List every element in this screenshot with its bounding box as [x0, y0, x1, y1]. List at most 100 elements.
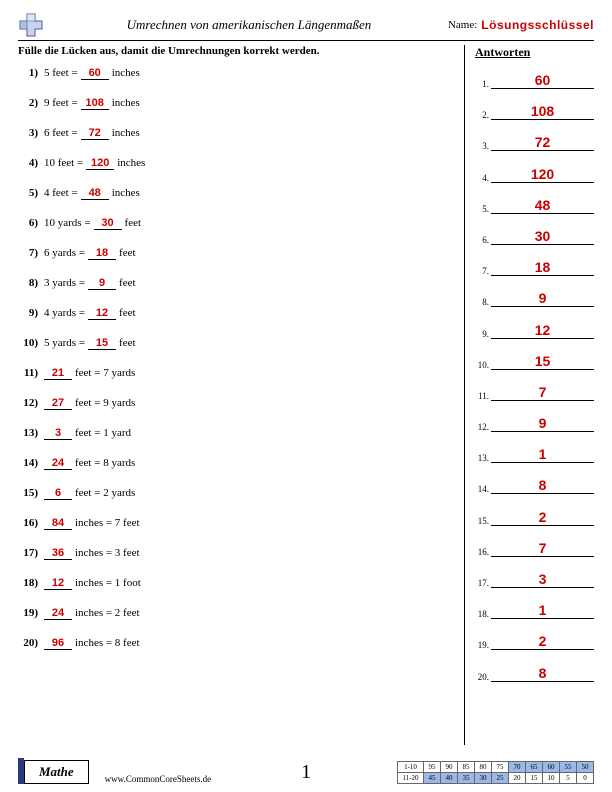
answer-value: 18	[491, 259, 594, 276]
answer-blank: 12	[44, 577, 72, 590]
answers-column: Antworten 1.602.1083.724.1205.486.307.18…	[464, 45, 594, 745]
problem-post-text: inches = 3 feet	[75, 547, 140, 559]
problem-row: 8)3 yards =9feet	[18, 277, 458, 290]
problem-pre-text: 5 yards =	[44, 337, 85, 349]
problem-row: 5)4 feet =48inches	[18, 187, 458, 200]
problem-post-text: inches	[117, 157, 145, 169]
problem-post-text: feet	[119, 337, 135, 349]
answers-list: 1.602.1083.724.1205.486.307.188.99.1210.…	[475, 72, 594, 682]
content-area: Fülle die Lücken aus, damit die Umrechnu…	[18, 45, 594, 745]
problem-body: 3feet = 1 yard	[44, 427, 131, 440]
problem-pre-text: 5 feet =	[44, 67, 78, 79]
problem-pre-text: 9 feet =	[44, 97, 78, 109]
answer-number: 15.	[475, 516, 491, 526]
answer-value: 30	[491, 228, 594, 245]
answer-row: 17.3	[475, 571, 594, 588]
answer-value: 12	[491, 322, 594, 339]
problem-post-text: feet = 2 yards	[75, 487, 135, 499]
instruction-text: Fülle die Lücken aus, damit die Umrechnu…	[18, 45, 458, 57]
answer-value: 7	[491, 540, 594, 557]
score-cell: 30	[475, 773, 492, 784]
problem-number: 4)	[18, 157, 44, 169]
problem-number: 15)	[18, 487, 44, 499]
problem-number: 19)	[18, 607, 44, 619]
problem-row: 17)36inches = 3 feet	[18, 547, 458, 560]
answer-row: 16.7	[475, 540, 594, 557]
answer-key-label: Lösungsschlüssel	[481, 18, 594, 32]
answer-value: 108	[491, 103, 594, 120]
answer-number: 12.	[475, 422, 491, 432]
worksheet-page: Umrechnen von amerikanischen Längenmaßen…	[0, 0, 612, 792]
problem-number: 2)	[18, 97, 44, 109]
problem-body: 5 yards =15feet	[44, 337, 136, 350]
answer-value: 9	[491, 290, 594, 307]
problem-body: 6 yards =18feet	[44, 247, 136, 260]
answer-value: 2	[491, 633, 594, 650]
answer-blank: 72	[81, 127, 109, 140]
problem-post-text: inches	[112, 187, 140, 199]
problem-post-text: feet = 9 yards	[75, 397, 135, 409]
score-cell: 95	[424, 762, 441, 773]
problem-post-text: inches	[112, 97, 140, 109]
problem-row: 6)10 yards =30feet	[18, 217, 458, 230]
answer-value: 8	[491, 665, 594, 682]
answer-number: 7.	[475, 266, 491, 276]
answer-number: 11.	[475, 391, 491, 401]
answer-number: 14.	[475, 484, 491, 494]
problems-column: Fülle die Lücken aus, damit die Umrechnu…	[18, 45, 464, 745]
problem-body: 96inches = 8 feet	[44, 637, 140, 650]
problem-row: 15)6feet = 2 yards	[18, 487, 458, 500]
problem-body: 84inches = 7 feet	[44, 517, 140, 530]
footer: Mathe www.CommonCoreSheets.de 1 1-109590…	[18, 758, 594, 784]
problem-pre-text: 10 yards =	[44, 217, 91, 229]
problems-list: 1)5 feet =60inches2)9 feet =108inches3)6…	[18, 67, 458, 650]
answer-row: 9.12	[475, 322, 594, 339]
score-cell: 0	[577, 773, 594, 784]
problem-body: 6 feet =72inches	[44, 127, 140, 140]
answer-blank: 3	[44, 427, 72, 440]
answer-blank: 96	[44, 637, 72, 650]
answer-value: 60	[491, 72, 594, 89]
score-cell: 70	[509, 762, 526, 773]
problem-row: 19)24inches = 2 feet	[18, 607, 458, 620]
answer-row: 5.48	[475, 197, 594, 214]
problem-number: 8)	[18, 277, 44, 289]
answer-value: 8	[491, 477, 594, 494]
answer-number: 8.	[475, 297, 491, 307]
score-cell: 75	[492, 762, 509, 773]
problem-body: 27feet = 9 yards	[44, 397, 135, 410]
problem-body: 12inches = 1 foot	[44, 577, 141, 590]
problem-number: 1)	[18, 67, 44, 79]
problem-post-text: feet = 7 yards	[75, 367, 135, 379]
problem-body: 4 feet =48inches	[44, 187, 140, 200]
answer-row: 8.9	[475, 290, 594, 307]
answer-value: 3	[491, 571, 594, 588]
score-row-label: 1-10	[398, 762, 424, 773]
answer-number: 10.	[475, 360, 491, 370]
problem-body: 36inches = 3 feet	[44, 547, 140, 560]
problem-number: 18)	[18, 577, 44, 589]
score-grid: 1-109590858075706560555011-2045403530252…	[397, 761, 594, 784]
answer-row: 18.1	[475, 602, 594, 619]
score-cell: 80	[475, 762, 492, 773]
answer-blank: 9	[88, 277, 116, 290]
subject-box: Mathe	[24, 760, 89, 784]
answer-row: 15.2	[475, 509, 594, 526]
answer-blank: 18	[88, 247, 116, 260]
problem-row: 12)27feet = 9 yards	[18, 397, 458, 410]
answer-number: 2.	[475, 110, 491, 120]
problem-number: 13)	[18, 427, 44, 439]
problem-number: 11)	[18, 367, 44, 379]
answer-number: 18.	[475, 609, 491, 619]
problem-number: 10)	[18, 337, 44, 349]
problem-post-text: feet = 8 yards	[75, 457, 135, 469]
score-cell: 15	[526, 773, 543, 784]
problem-post-text: inches = 7 feet	[75, 517, 140, 529]
problem-pre-text: 4 feet =	[44, 187, 78, 199]
score-row-label: 11-20	[398, 773, 424, 784]
problem-row: 7)6 yards =18feet	[18, 247, 458, 260]
answer-value: 1	[491, 446, 594, 463]
problem-row: 16)84inches = 7 feet	[18, 517, 458, 530]
problem-body: 10 feet =120inches	[44, 157, 145, 170]
answer-blank: 24	[44, 457, 72, 470]
